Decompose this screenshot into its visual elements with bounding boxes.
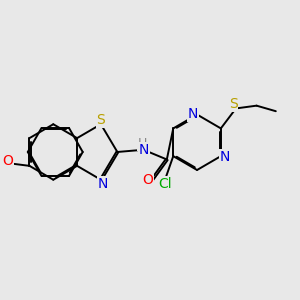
Text: N: N — [98, 177, 108, 191]
Text: H: H — [138, 137, 147, 150]
Text: N: N — [188, 106, 198, 121]
Text: O: O — [142, 173, 153, 187]
Text: Cl: Cl — [158, 177, 172, 191]
Text: N: N — [220, 150, 230, 164]
Text: N: N — [139, 143, 149, 157]
Text: S: S — [229, 98, 237, 112]
Text: O: O — [2, 154, 13, 168]
Text: S: S — [97, 113, 105, 127]
